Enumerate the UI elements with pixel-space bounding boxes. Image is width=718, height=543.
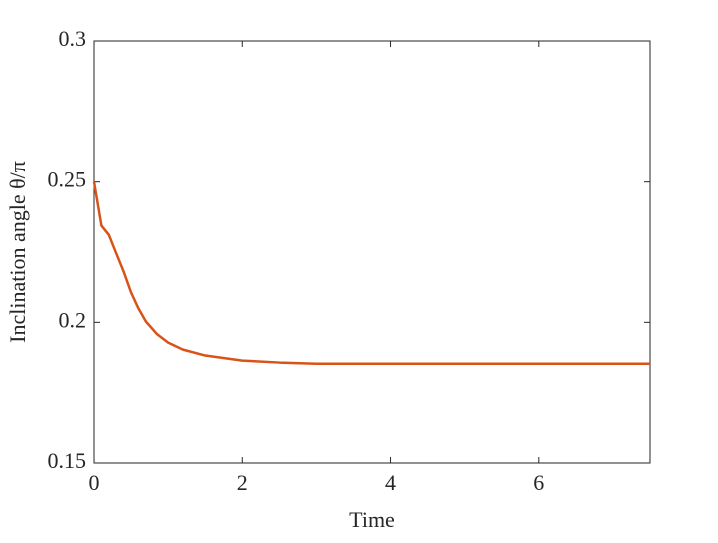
x-tick-label: 6 <box>533 470 544 495</box>
x-axis-label: Time <box>349 507 395 532</box>
y-tick-label: 0.3 <box>59 26 87 51</box>
y-tick-label: 0.25 <box>48 167 87 192</box>
y-tick-label: 0.2 <box>59 307 87 332</box>
plot-frame <box>93 40 651 464</box>
y-tick-label: 0.15 <box>48 448 87 473</box>
x-tick-label: 0 <box>89 470 100 495</box>
x-tick-label: 2 <box>237 470 248 495</box>
x-tick-label: 4 <box>385 470 396 495</box>
data-line <box>92 181 650 365</box>
y-axis-label: Inclination angle θ/π <box>5 161 30 343</box>
